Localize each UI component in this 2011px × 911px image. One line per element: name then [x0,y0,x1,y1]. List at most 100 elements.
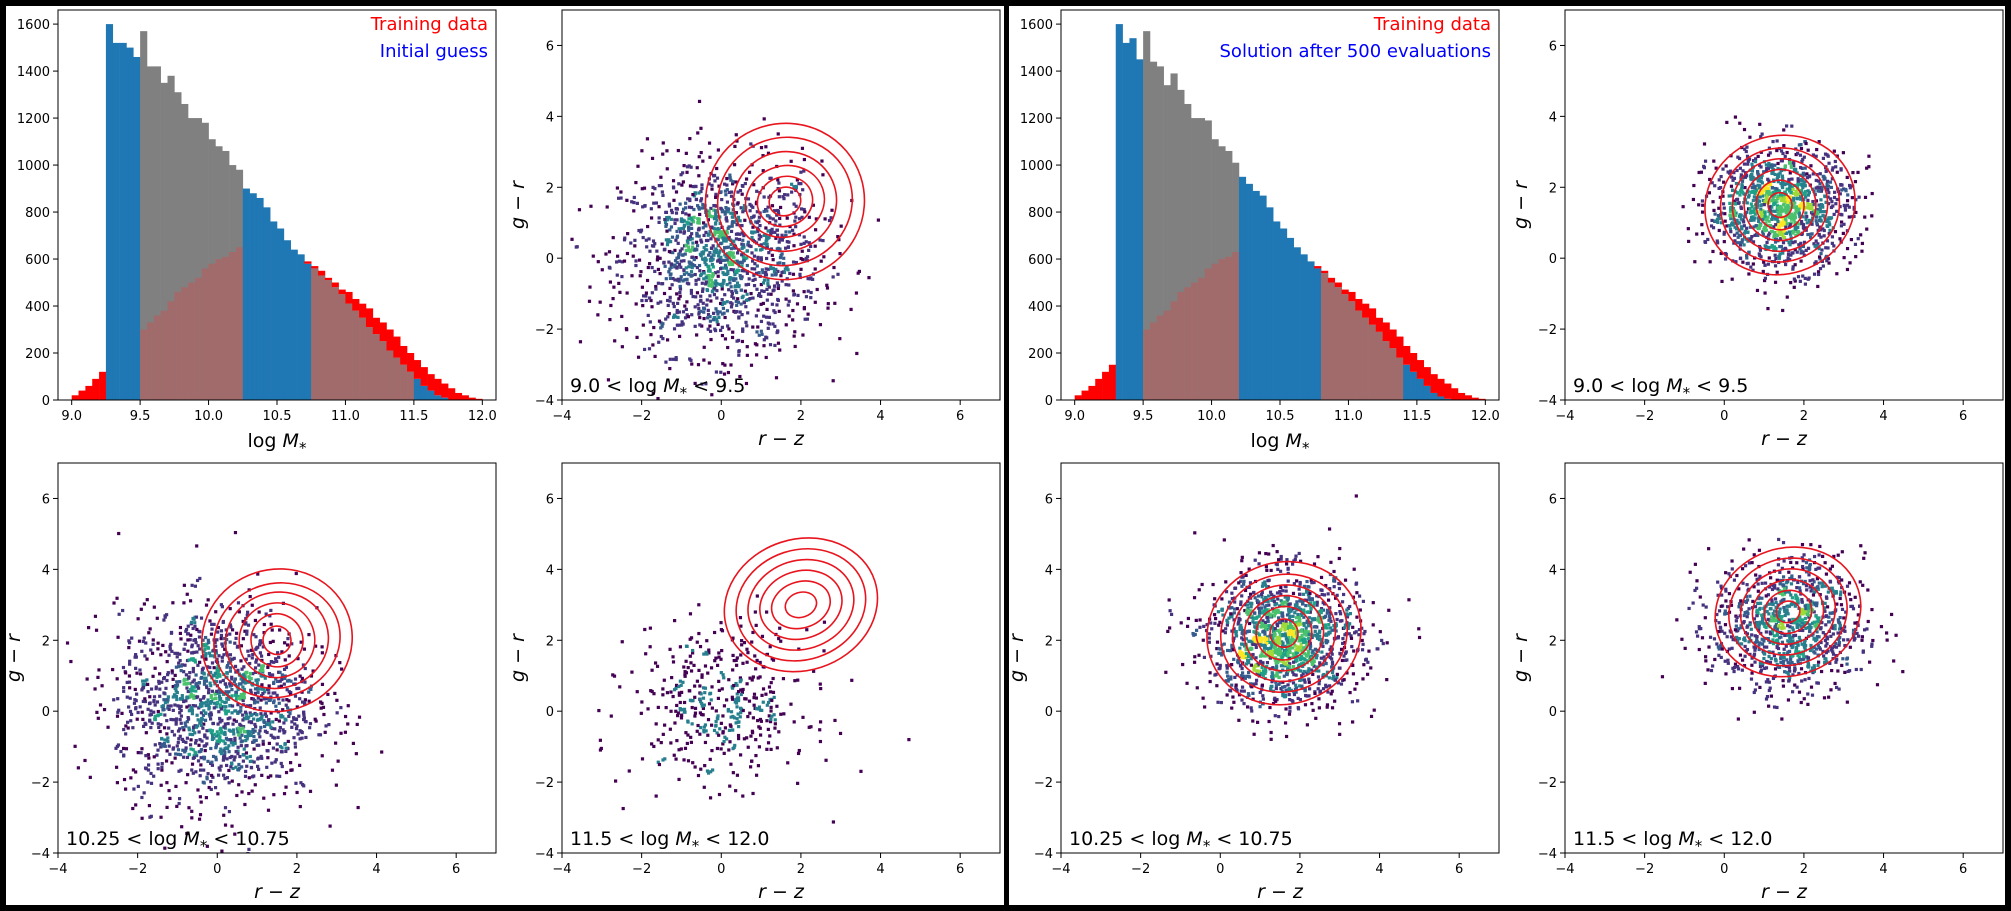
scatter-point [231,743,235,747]
scatter-point [217,766,221,770]
scatter-point [752,696,756,700]
scatter-point [698,212,702,217]
scatter-point [695,265,699,270]
scatter-point [163,713,167,717]
scatter-point [1749,265,1753,269]
scatter-point [702,246,706,250]
scatter-point [696,217,700,221]
scatter-point [675,703,679,708]
legend-training: Training data [370,14,488,35]
scatter-point [262,622,266,627]
scatter-point [267,652,271,657]
scatter-point [692,207,696,212]
scatter-point [666,303,670,308]
scatter-point [126,726,130,730]
scatter-point [155,753,159,757]
scatter-point [189,747,193,751]
scatter-point [189,687,193,692]
scatter-point [1773,163,1777,167]
scatter-point [200,675,204,680]
scatter-point [1792,285,1796,289]
scatter-point [319,706,323,710]
scatter-point [149,709,153,713]
x-tick-label: −2 [632,409,651,424]
scatter-point [208,654,212,658]
scatter-point [1767,209,1771,214]
training-overlap-bar [345,303,353,400]
training-bar [1102,371,1110,400]
scatter-point [1795,209,1799,214]
scatter-point [699,294,703,298]
scatter-point [697,263,702,268]
scatter-point [740,295,744,300]
scatter-point [248,711,252,715]
scatter-frame [1564,9,2004,401]
scatter-point [209,787,213,791]
scatter-point [747,699,752,703]
scatter-point [616,254,620,258]
scatter-point [713,215,718,219]
scatter-point [158,742,162,746]
scatter-point [698,252,702,256]
scatter-point [1748,225,1753,229]
scatter-point [1775,187,1779,191]
scatter-point [1799,249,1803,253]
scatter-point [735,773,740,777]
scatter-point [1794,190,1798,194]
scatter-point [659,300,663,304]
scatter-point [1734,211,1738,215]
scatter-point [1728,210,1733,214]
scatter-point [1756,198,1760,203]
scatter-point [1804,217,1808,221]
scatter-point [807,215,811,219]
scatter-point [152,695,157,699]
scatter-point [225,776,230,780]
scatter-point [775,213,779,217]
scatter-point [704,729,708,733]
scatter-point [336,759,340,763]
scatter-point [708,796,713,800]
scatter-point [1766,215,1770,219]
scatter-point [806,312,810,316]
scatter-point [213,691,217,695]
scatter-point [1751,268,1755,272]
scatter-point [740,643,744,647]
scatter-point [684,212,688,216]
scatter-point [150,651,155,655]
scatter-point [686,236,690,240]
scatter-point [184,673,188,677]
scatter-point [714,250,718,255]
scatter-point [742,737,746,741]
scatter-point [262,631,266,635]
scatter-point [1767,256,1771,260]
scatter-point [1799,179,1803,183]
scatter-point [719,242,723,246]
training-overlap-bar [331,287,339,400]
scatter-point [640,285,645,289]
scatter-point [153,743,157,747]
scatter-point [1827,221,1831,225]
scatter-point [681,680,685,684]
scatter-point [142,791,146,795]
scatter-point [667,204,672,208]
scatter-point [177,665,181,669]
scatter-point [711,273,715,277]
scatter-point [725,300,729,304]
scatter-point [94,628,99,632]
scatter-point [233,755,237,759]
scatter-point [1798,247,1802,251]
scatter-point [636,164,640,168]
scatter-point [199,749,203,753]
scatter-point [1691,197,1696,202]
scatter-point [741,687,745,692]
scatter-point [193,621,197,625]
model-bar [1191,118,1199,400]
scatter-point [714,195,718,199]
scatter-point [826,302,830,306]
scatter-point [256,690,260,695]
scatter-point [698,315,702,320]
scatter-point [320,682,325,686]
scatter-point [1748,174,1753,178]
scatter-point [714,192,718,196]
training-bar [461,395,469,400]
